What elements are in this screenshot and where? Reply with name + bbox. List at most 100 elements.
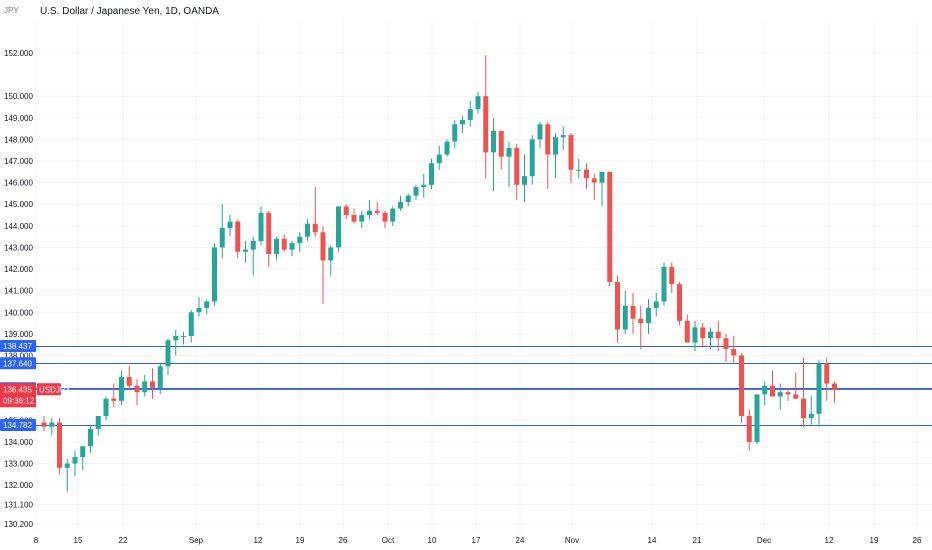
- candle: [646, 299, 651, 334]
- candle: [731, 336, 737, 365]
- price-tick-label: 146.000: [4, 179, 33, 188]
- candle-body: [95, 415, 101, 429]
- current-price-countdown: 09:36:12: [3, 396, 35, 405]
- candle: [460, 115, 465, 133]
- candle: [661, 262, 667, 306]
- candle: [723, 333, 729, 362]
- candle: [212, 243, 217, 306]
- candle: [429, 158, 434, 190]
- candle-body: [150, 381, 155, 388]
- candle-body: [491, 130, 496, 153]
- candle-body: [111, 398, 117, 401]
- time-tick-label: 12: [825, 536, 834, 545]
- time-tick-label: 12: [254, 536, 263, 545]
- candle-body: [173, 336, 179, 341]
- candle: [64, 459, 70, 492]
- candle: [413, 184, 419, 200]
- time-tick-label: Nov: [565, 536, 579, 545]
- candle-body: [351, 215, 357, 222]
- candle-body: [359, 215, 365, 222]
- candle: [281, 234, 287, 252]
- candle-body: [770, 385, 775, 397]
- candle: [638, 305, 644, 349]
- candle: [607, 171, 613, 287]
- time-tick-label: 14: [648, 536, 657, 545]
- candle: [312, 186, 318, 237]
- candle: [576, 158, 582, 179]
- candle: [359, 210, 365, 229]
- candle-body: [692, 327, 698, 343]
- candle-body: [188, 312, 194, 337]
- candle: [708, 327, 713, 349]
- candle-body: [537, 124, 543, 140]
- candle-body: [305, 223, 310, 237]
- candle: [653, 292, 659, 317]
- candle-body: [336, 206, 341, 248]
- candle-body: [64, 463, 70, 468]
- candle: [700, 323, 706, 347]
- candle: [669, 262, 675, 293]
- candle: [452, 119, 458, 149]
- candle: [816, 359, 822, 427]
- candle: [57, 418, 62, 475]
- candle: [677, 282, 682, 326]
- time-tick-label: 26: [339, 536, 348, 545]
- candle-body: [475, 96, 481, 110]
- candle: [80, 446, 86, 470]
- candle: [553, 132, 558, 179]
- candle: [390, 206, 396, 226]
- price-tick-label: 150.000: [4, 92, 33, 101]
- time-tick-label: 19: [870, 536, 879, 545]
- candle-body: [196, 307, 202, 313]
- candle-body: [103, 398, 109, 416]
- candle-body: [227, 221, 233, 229]
- candle-body: [452, 124, 458, 142]
- candle: [491, 117, 496, 192]
- chart-title: U.S. Dollar / Japanese Yen, 1D, OANDA: [40, 6, 219, 17]
- candle: [684, 314, 690, 343]
- candle-body: [274, 238, 279, 254]
- candle: [157, 364, 163, 395]
- candle-body: [289, 243, 295, 250]
- candle: [173, 329, 179, 356]
- candle-body: [739, 355, 744, 416]
- candle: [374, 202, 380, 216]
- candle-body: [165, 340, 171, 367]
- candle-body: [638, 318, 644, 324]
- candle: [405, 193, 411, 207]
- candle-body: [599, 171, 605, 183]
- price-tick-label: 130.200: [4, 520, 33, 529]
- candle-body: [142, 381, 148, 393]
- candle-body: [266, 212, 272, 254]
- candle: [599, 171, 605, 207]
- candle: [181, 331, 186, 345]
- time-tick-label: 15: [74, 536, 83, 545]
- candle: [630, 292, 636, 334]
- price-tick-label: 134.000: [4, 438, 33, 447]
- candle-body: [576, 169, 582, 171]
- candle: [398, 195, 403, 211]
- candle-body: [343, 206, 349, 216]
- candle-body: [204, 301, 210, 308]
- candle: [545, 122, 551, 190]
- candle-body: [413, 186, 419, 196]
- candle-body: [615, 282, 620, 330]
- candle: [103, 396, 109, 421]
- symbol-tag: USDJPY: [37, 383, 71, 396]
- candle: [529, 135, 535, 185]
- currency-corner-label: JPY: [4, 6, 19, 15]
- candle: [498, 130, 504, 170]
- candle: [382, 210, 388, 229]
- candle: [824, 357, 830, 401]
- line-price-tag: 134.782: [0, 419, 36, 432]
- candle-body: [421, 184, 427, 187]
- candle: [746, 409, 752, 451]
- line-price-tag-bg: [0, 419, 36, 432]
- price-tick-label: 140.000: [4, 308, 33, 317]
- candle: [243, 240, 248, 263]
- candle-body: [514, 148, 520, 185]
- candle-body: [700, 327, 706, 339]
- candle: [754, 394, 760, 445]
- candle-body: [529, 139, 535, 177]
